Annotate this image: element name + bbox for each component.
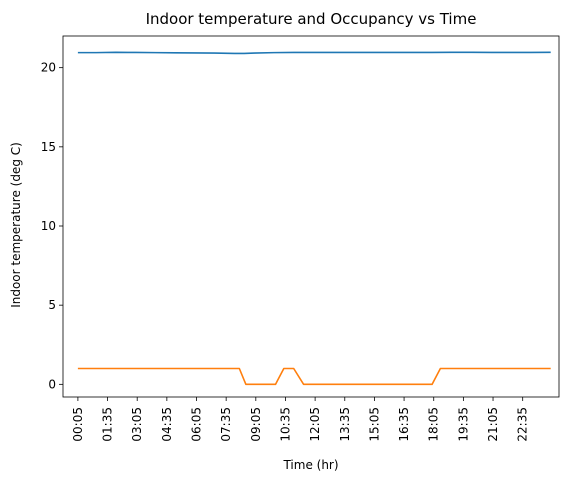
x-tick-label: 21:05 (486, 407, 500, 442)
y-tick-label: 5 (48, 298, 56, 312)
x-tick-label: 00:05 (71, 407, 85, 442)
x-tick-label: 12:05 (308, 407, 322, 442)
x-tick-label: 09:05 (249, 407, 263, 442)
chart-title: Indoor temperature and Occupancy vs Time (146, 10, 477, 28)
x-axis-ticks: 00:05 01:35 03:05 04:35 06:05 07:35 09:05 10:35… (71, 397, 530, 442)
x-tick-label: 10:35 (278, 407, 292, 442)
x-tick-label: 01:35 (101, 407, 115, 442)
x-tick-label: 18:05 (427, 407, 441, 442)
x-tick-label: 22:35 (516, 407, 530, 442)
x-tick-label: 03:05 (130, 407, 144, 442)
plot-frame (62, 35, 560, 398)
x-tick-label: 04:35 (160, 407, 174, 442)
y-tick-label: 10 (41, 219, 56, 233)
series-line-1 (77, 51, 551, 55)
y-tick-label: 20 (41, 61, 56, 75)
series-layer (77, 51, 551, 386)
y-axis-label: Indoor temperature (deg C) (9, 142, 23, 308)
series-line-2 (77, 367, 551, 386)
x-axis-label: Time (hr) (282, 458, 338, 472)
x-tick-label: 06:05 (190, 407, 204, 442)
y-axis-ticks: 0 5 10 15 20 (41, 61, 63, 391)
x-tick-label: 13:35 (338, 407, 352, 442)
y-tick-label: 15 (41, 140, 56, 154)
y-tick-label: 0 (48, 377, 56, 391)
x-tick-label: 16:35 (397, 407, 411, 442)
x-tick-label: 15:05 (367, 407, 381, 442)
x-tick-label: 07:35 (219, 407, 233, 442)
x-tick-label: 19:35 (456, 407, 470, 442)
